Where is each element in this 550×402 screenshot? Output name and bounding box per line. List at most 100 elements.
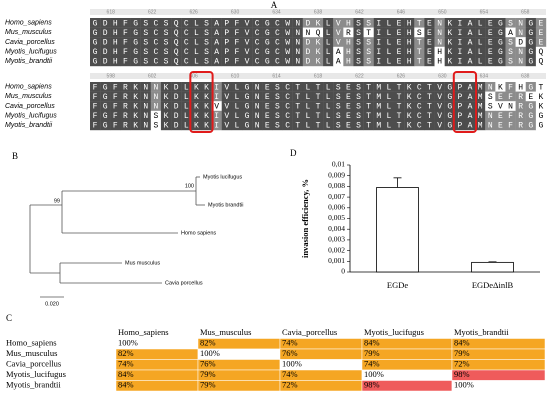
residue-shade [323,110,334,121]
row-name: Homo_sapiens [6,338,57,348]
highlight-box [452,71,478,133]
ruler-label: 626 [189,9,198,15]
residue-shade [130,18,141,28]
residue-shade [353,27,364,38]
residue-shade [252,27,263,38]
residue-shade [383,101,395,111]
residue-shade [191,91,202,102]
residue-shade [90,56,101,67]
row-name: Myotis_brandtii [6,380,61,390]
species-name: Mus_musculus [5,93,52,100]
residue-shade [201,37,212,47]
residue-shade [110,56,121,67]
residue-shade [404,56,415,67]
residue-shade [454,82,466,92]
species-name: Myotis_brandtii [5,58,53,65]
residue-shade [262,82,273,92]
residue-shade [434,91,445,102]
ruler-label: 626 [397,73,406,79]
residue-shade [90,27,101,38]
residue-shade [434,120,445,131]
residue-shade [110,37,121,47]
ruler-label: 610 [231,73,240,79]
residue-shade [535,82,547,92]
residue-shade [353,101,364,111]
ruler-label: 650 [438,9,447,15]
residue-shade [495,101,506,111]
residue-shade [221,18,233,28]
residue-shade [475,82,486,92]
residue-shade [242,56,253,67]
residue-shade [160,27,172,38]
residue-shade [282,91,293,102]
residue-shade [252,46,263,57]
residue-shade [535,110,547,121]
residue-shade [444,120,455,131]
ruler-label: 638 [314,9,323,15]
residue-shade [292,18,303,28]
residue-shade [424,18,435,28]
species-name: Cavia_porcellus [5,103,55,110]
residue-shade [231,56,243,67]
residue-shade [373,18,385,28]
residue-shade [312,27,324,38]
residue-shade [242,91,253,102]
residue-shade [383,91,395,102]
residue-shade [120,110,131,121]
residue-shade [191,56,202,67]
residue-shade [272,82,283,92]
panel-label: C [6,313,12,323]
residue-shade [363,46,374,57]
residue-shade [262,91,273,102]
residue-shade [211,27,222,38]
residue-shade [383,120,395,131]
y-tick-label: 0,005 [328,213,345,222]
residue-shade [302,120,314,131]
residue-shade [353,82,364,92]
residue-shade [525,82,537,92]
residue-shade [454,120,466,131]
residue-shade [515,110,526,121]
residue-shade [181,37,192,47]
ruler-label: 622 [355,73,364,79]
residue-shade [231,120,243,131]
residue-shade [535,120,547,131]
residue-shade [525,37,537,47]
residue-shade [505,120,516,131]
table-value: 74% [364,359,380,369]
residue-shade [140,110,151,121]
residue-shade [292,37,303,47]
residue-shade [282,120,293,131]
residue-shade [110,46,121,57]
residue-shade [191,18,202,28]
residue-shade [231,37,243,47]
table-value: 76% [282,348,298,358]
residue-shade [312,82,324,92]
residue-shade [181,56,192,67]
ruler-label: 638 [521,73,530,79]
table-value: 100% [282,359,302,369]
ruler-label: 654 [480,9,489,15]
residue-shade [312,120,324,131]
residue-shade [475,120,486,131]
ruler-label: 606 [189,73,198,79]
residue-shade [262,18,273,28]
species-name: Myotis_lucifugus [5,48,57,55]
residue-shade [373,82,385,92]
residue-shade [160,56,172,67]
residue-shade [363,91,374,102]
residue-shade [343,37,354,47]
y-tick-label: 0 [341,267,345,276]
residue-shade [404,101,415,111]
residue-shade [424,101,435,111]
residue-shade [110,82,121,92]
residue-shade [171,56,182,67]
residue-shade [201,18,212,28]
table-value: 98% [364,380,380,390]
residue-shade [312,37,324,47]
residue-shade [201,27,212,38]
residue-shade [171,37,182,47]
leaf-label: Cavia porcellus [165,280,203,286]
